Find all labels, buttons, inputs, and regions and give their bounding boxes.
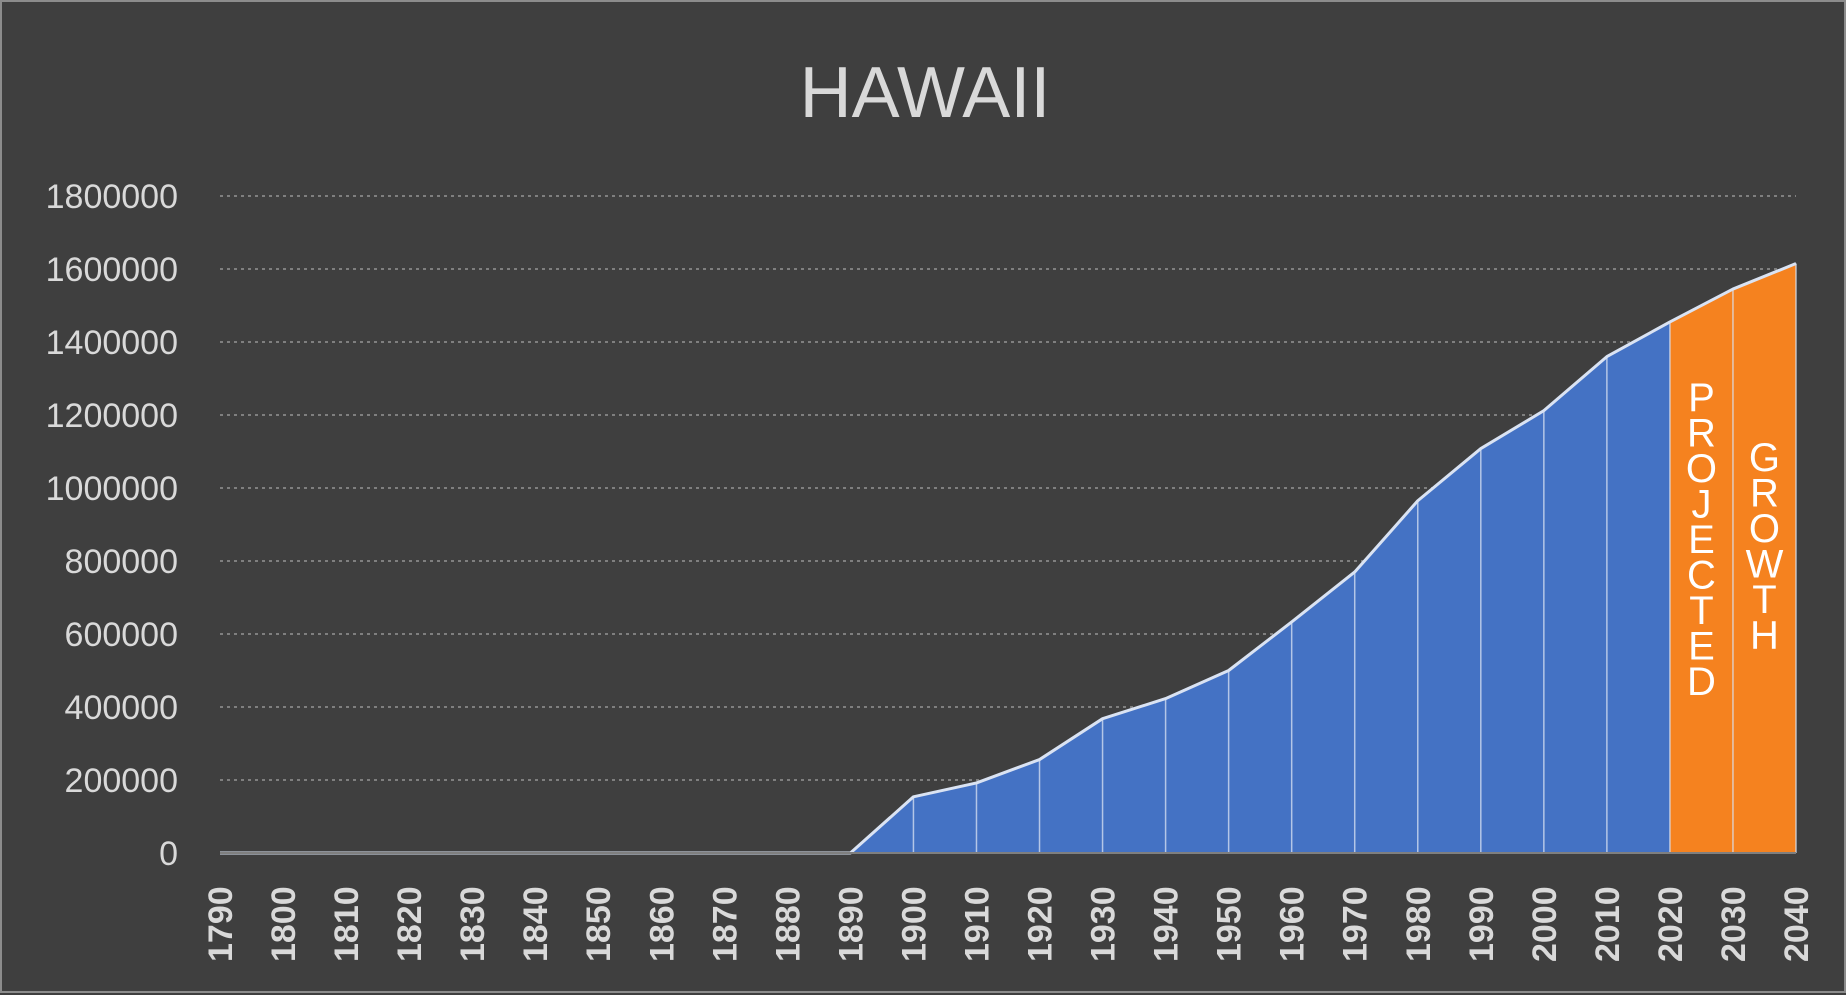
x-tick-label-1890: 1890: [832, 886, 870, 962]
x-tick-label-1830: 1830: [454, 886, 492, 962]
x-tick-label-1800: 1800: [265, 886, 303, 962]
x-tick-label-1790: 1790: [202, 886, 240, 962]
y-tick-label-400000: 400000: [65, 689, 178, 727]
projection-word-1-letter-7: E: [1688, 625, 1715, 669]
x-tick-label-1940: 1940: [1148, 886, 1186, 962]
line-layer: [220, 262, 1797, 855]
y-tick-label-1200000: 1200000: [46, 397, 178, 435]
projection-word-1-letter-2: O: [1686, 447, 1717, 491]
y-tick-label-1800000: 1800000: [46, 178, 178, 216]
x-tick-label-1950: 1950: [1211, 886, 1249, 962]
x-tick-label-1840: 1840: [517, 886, 555, 962]
y-tick-label-1000000: 1000000: [46, 470, 178, 508]
projection-word-1-letter-3: J: [1691, 483, 1711, 527]
x-tick-label-1990: 1990: [1463, 886, 1501, 962]
x-tick-label-1930: 1930: [1085, 886, 1123, 962]
y-tick-label-0: 0: [159, 835, 178, 873]
x-tick-label-2000: 2000: [1526, 886, 1564, 962]
projection-word-1-letter-6: T: [1689, 589, 1713, 633]
x-tick-label-1850: 1850: [580, 886, 618, 962]
projection-word-2-letter-2: O: [1749, 507, 1780, 551]
projection-word-1-letter-0: P: [1688, 376, 1715, 420]
chart-title: HAWAII: [800, 53, 1051, 133]
y-tick-label-800000: 800000: [65, 543, 178, 581]
x-tick-label-1820: 1820: [391, 886, 429, 962]
projection-word-1-letter-5: C: [1687, 554, 1716, 598]
projection-word-2-letter-1: R: [1750, 472, 1779, 516]
projection-word-1-letter-1: R: [1687, 412, 1716, 456]
y-tick-label-200000: 200000: [65, 762, 178, 800]
y-tick-label-600000: 600000: [65, 616, 178, 654]
projection-word-1-letter-4: E: [1688, 518, 1715, 562]
x-tick-label-1810: 1810: [328, 886, 366, 962]
projection-word-1-letter-8: D: [1687, 660, 1716, 704]
y-tick-label-1600000: 1600000: [46, 251, 178, 289]
divider-layer: [912, 263, 1797, 853]
x-tick-label-1870: 1870: [706, 886, 744, 962]
area-layer: [220, 263, 1796, 853]
x-tick-label-1910: 1910: [958, 886, 996, 962]
projection-word-2-letter-0: G: [1749, 436, 1780, 480]
x-tick-label-1970: 1970: [1337, 886, 1375, 962]
x-tick-label-1900: 1900: [895, 886, 933, 962]
x-tick-label-1860: 1860: [643, 886, 681, 962]
y-axis-ticks: 0 200000 400000 600000 800000 1000000 1200000 1…: [46, 178, 178, 873]
x-tick-label-1980: 1980: [1400, 886, 1438, 962]
y-tick-label-1400000: 1400000: [46, 324, 178, 362]
x-tick-label-2010: 2010: [1589, 886, 1627, 962]
x-axis-ticks: 1790 1800 1810 1820 1830 1840 1850 1860 1870 1880…: [202, 886, 1816, 962]
x-tick-label-1880: 1880: [769, 886, 807, 962]
projection-word-2-letter-3: W: [1746, 543, 1784, 587]
projection-word-2-letter-5: H: [1750, 614, 1779, 658]
x-tick-label-2040: 2040: [1778, 886, 1816, 962]
projection-word-2-letter-4: T: [1752, 578, 1776, 622]
area-actual: [220, 321, 1670, 853]
x-tick-label-1960: 1960: [1274, 886, 1312, 962]
x-tick-label-2020: 2020: [1652, 886, 1690, 962]
x-tick-label-1920: 1920: [1022, 886, 1060, 962]
x-tick-label-2030: 2030: [1715, 886, 1753, 962]
